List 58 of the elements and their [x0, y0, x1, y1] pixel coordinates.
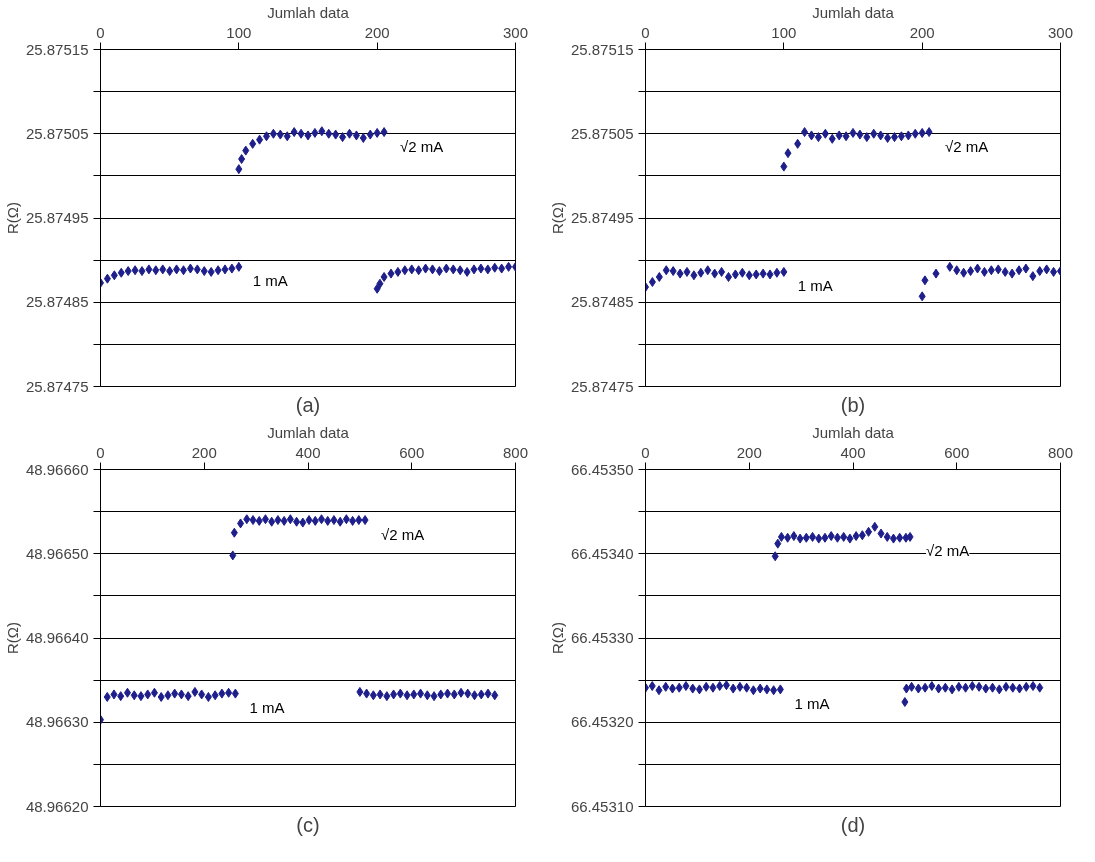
x-axis-title: Jumlah data [267, 423, 350, 441]
text: (b) [840, 393, 866, 416]
y-tick-label: 66.45310 [570, 797, 634, 815]
y-tick-label: 66.45320 [570, 713, 634, 731]
x-tick-label: 0 [96, 23, 105, 41]
y-axis-title: R(Ω) [3, 621, 21, 655]
x-tick-label: 100 [226, 23, 252, 41]
x-axis-title: Jumlah data [812, 423, 895, 441]
series-label: √2 mA [926, 542, 970, 560]
x-axis-title: Jumlah data [812, 3, 895, 21]
series-label: 1 mA [797, 277, 833, 295]
x-tick-label: 600 [399, 443, 425, 461]
series-label: √2 mA [945, 137, 989, 155]
text: (c) [296, 813, 320, 836]
y-tick-label: 66.45330 [570, 629, 634, 646]
x-tick-label: 200 [909, 23, 935, 41]
x-tick-label: 800 [1047, 443, 1074, 461]
y-tick-label: 66.45340 [570, 544, 634, 562]
series-label: 1 mA [794, 694, 830, 712]
x-tick-label: 200 [736, 443, 762, 461]
y-axis-title: R(Ω) [548, 201, 566, 235]
x-tick-label: 600 [944, 443, 970, 461]
series-label: 1 mA [249, 699, 285, 717]
x-tick-label: 100 [771, 23, 797, 41]
series-label: 1 mA [252, 272, 288, 290]
y-tick-label: 48.96640 [25, 629, 89, 646]
y-tick-label: 48.96620 [25, 797, 89, 815]
y-axis-title: R(Ω) [548, 621, 566, 655]
y-tick-label: 25.87475 [570, 377, 634, 395]
text: (d) [840, 813, 866, 836]
y-tick-label: 48.96660 [25, 460, 89, 478]
y-tick-label: 25.87515 [570, 40, 634, 58]
x-tick-label: 200 [191, 443, 217, 461]
x-tick-label: 400 [840, 443, 866, 461]
text: (a) [295, 393, 321, 416]
y-tick-label: 25.87485 [25, 293, 89, 311]
series-label: √2 mA [400, 137, 444, 155]
x-tick-label: 300 [1047, 23, 1074, 41]
x-tick-label: 400 [295, 443, 321, 461]
y-axis-title: R(Ω) [3, 201, 21, 235]
y-tick-label: 25.87515 [25, 40, 89, 58]
x-tick-label: 800 [502, 443, 529, 461]
series-label: √2 mA [381, 525, 425, 543]
x-tick-label: 200 [364, 23, 390, 41]
y-tick-label: 48.96630 [25, 713, 89, 731]
y-tick-label: 25.87485 [570, 293, 634, 311]
y-tick-label: 25.87495 [25, 209, 89, 226]
x-tick-label: 300 [502, 23, 529, 41]
x-tick-label: 0 [641, 23, 650, 41]
y-tick-label: 25.87495 [570, 209, 634, 226]
x-tick-label: 0 [641, 443, 650, 461]
y-tick-label: 25.87475 [25, 377, 89, 395]
y-tick-label: 48.96650 [25, 544, 89, 562]
x-axis-title: Jumlah data [267, 3, 350, 21]
x-tick-label: 0 [96, 443, 105, 461]
y-tick-label: 25.87505 [25, 124, 89, 142]
y-tick-label: 66.45350 [570, 460, 634, 478]
y-tick-label: 25.87505 [570, 124, 634, 142]
